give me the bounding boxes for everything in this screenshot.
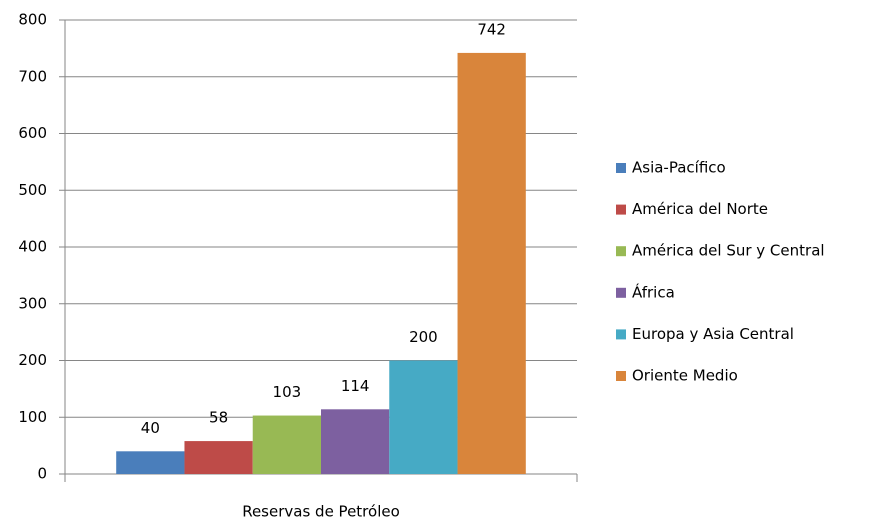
bar [321,409,390,474]
legend-swatch [616,329,626,340]
data-label: 40 [141,419,160,437]
bar [116,451,185,474]
y-tick-label: 400 [18,238,47,256]
y-tick-label: 600 [18,124,47,142]
y-tick-label: 300 [18,294,47,312]
legend-swatch [616,371,626,381]
y-tick-label: 100 [18,408,47,426]
legend-label: Oriente Medio [632,367,738,385]
bar [252,415,321,474]
x-tick-label: Reservas de Petróleo [242,503,400,518]
y-tick-label: 0 [37,465,47,483]
legend-label: América del Sur y Central [632,242,825,260]
legend-swatch [616,163,626,173]
y-tick-label: 800 [18,11,47,29]
y-tick-label: 700 [18,67,47,85]
y-tick-label: 500 [18,181,47,199]
legend-label: Asia-Pacífico [632,159,726,177]
legend-label: América del Norte [632,200,768,218]
legend-swatch [616,204,626,215]
bar [389,360,458,474]
data-label: 58 [209,409,228,427]
data-label: 114 [341,377,370,395]
legend-label: África [632,282,675,301]
y-tick-label: 200 [18,351,47,369]
bar [184,441,253,474]
data-label: 103 [273,383,302,401]
legend-swatch [616,246,626,257]
legend-swatch [616,287,626,298]
bar [457,52,526,474]
data-label: 742 [477,20,506,38]
data-label: 200 [409,328,438,346]
legend-label: Europa y Asia Central [632,325,794,343]
